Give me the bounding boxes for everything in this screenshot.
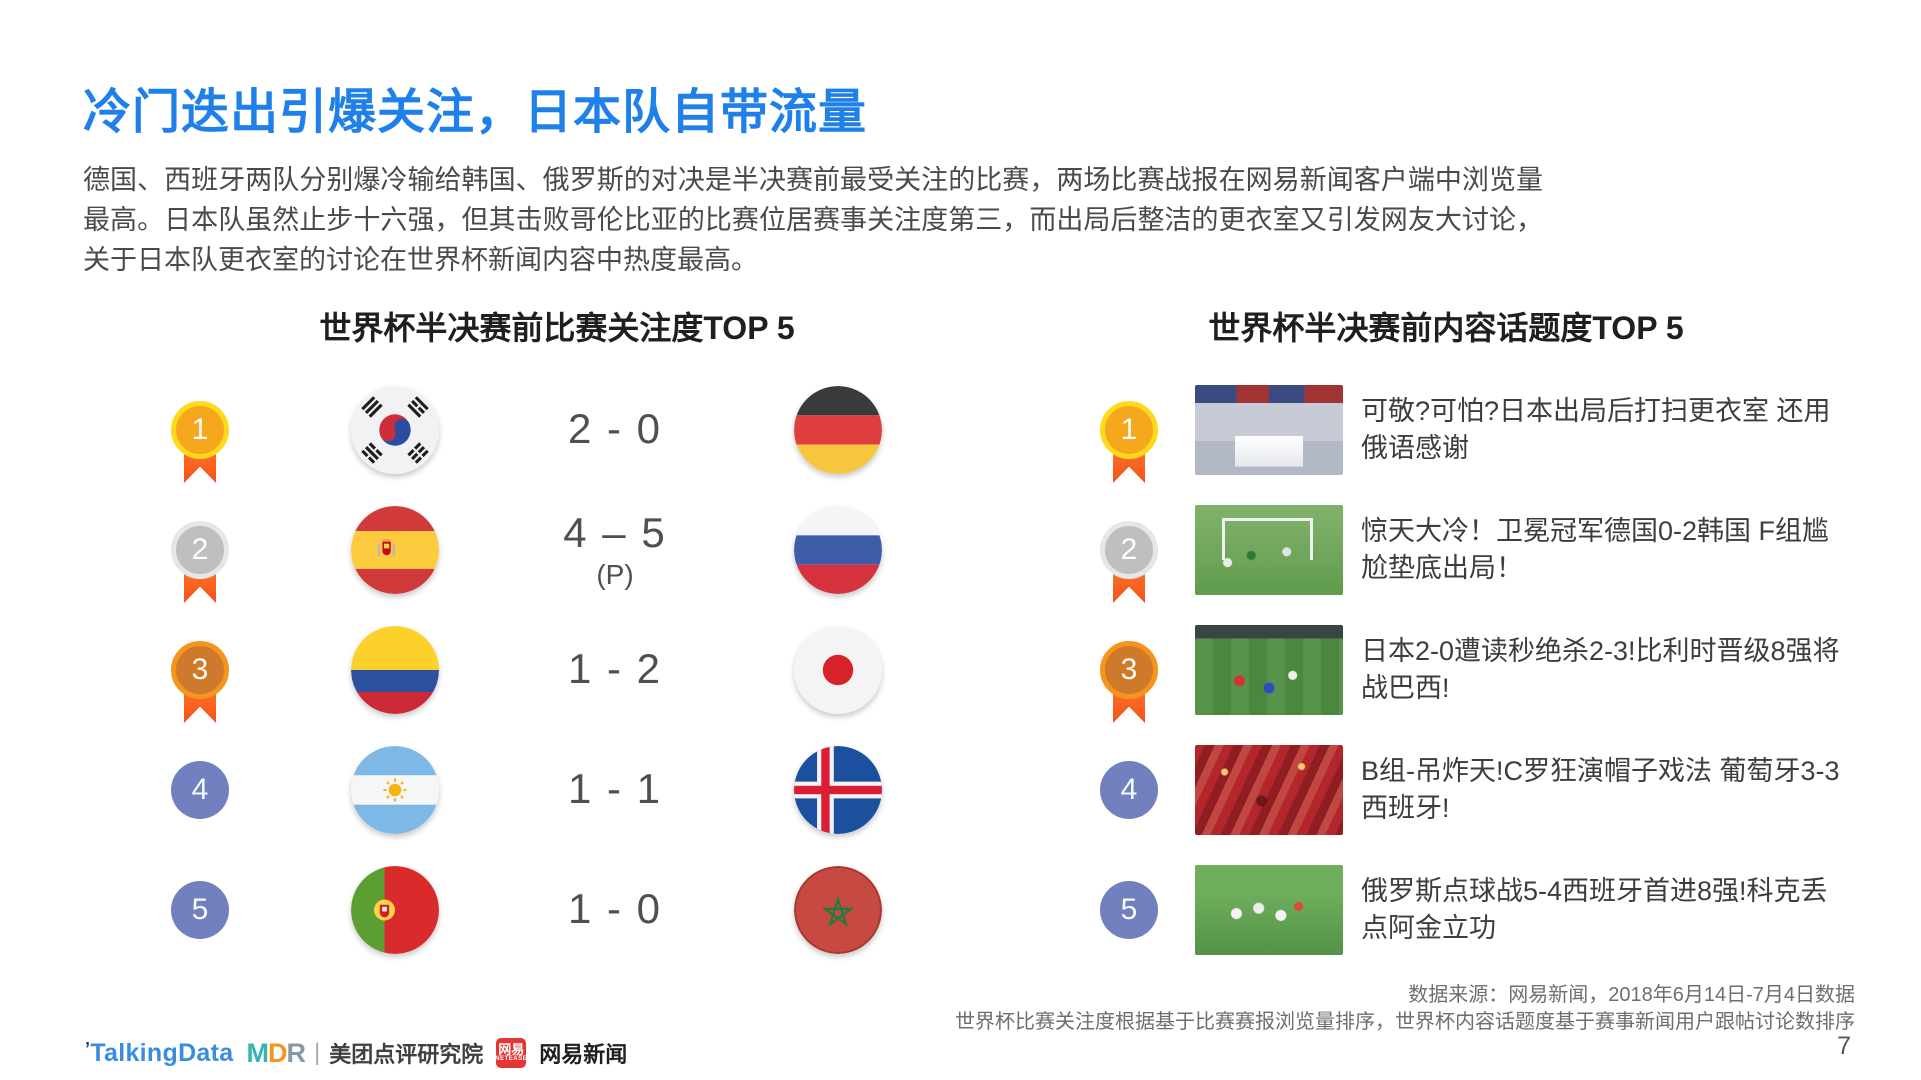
page-title: 冷门迭出引爆关注，日本队自带流量 xyxy=(83,86,868,139)
rank-4-badge-icon: 4 xyxy=(171,761,229,819)
rank-number: 1 xyxy=(171,401,229,459)
morocco-flag-icon xyxy=(794,866,882,954)
data-source-line1: 数据来源：网易新闻，2018年6月14日-7月4日数据 xyxy=(1408,984,1855,1006)
rank-number: 5 xyxy=(1100,881,1158,939)
topic-ranking-heading: 世界杯半决赛前内容话题度TOP 5 xyxy=(1208,310,1684,346)
players-on-pitch-thumbnail xyxy=(1195,625,1343,715)
goalmouth-thumbnail xyxy=(1195,505,1343,595)
rank-number: 5 xyxy=(171,881,229,939)
rank-3-medal-icon: 3 xyxy=(1100,641,1158,723)
match-score: 1 - 1 xyxy=(515,730,715,850)
mdr-letter-m: M xyxy=(246,1037,268,1068)
netease-news-label: 网易新闻 xyxy=(539,1042,628,1067)
news-headline: 惊天大冷！卫冕冠军德国0-2韩国 F组尴尬垫底出局！ xyxy=(1361,516,1830,583)
mdr-logo: MDR xyxy=(246,1038,305,1069)
mdr-letter-r: R xyxy=(286,1037,305,1068)
mdr-letter-d: D xyxy=(267,1037,287,1068)
colombia-flag-icon xyxy=(351,626,439,714)
topic-row: 4 B组-吊炸天!C罗狂演帽子戏法 葡萄牙3-3西班牙! xyxy=(1080,730,1880,850)
meituan-dianping-institute-label: 美团点评研究院 xyxy=(329,1042,484,1067)
germany-flag-icon xyxy=(794,386,882,474)
rank-number: 3 xyxy=(1100,641,1158,699)
rank-1-medal-icon: 1 xyxy=(1100,401,1158,483)
match-score: 2 - 0 xyxy=(515,370,715,490)
match-row: 5 1 - 0 xyxy=(140,850,940,970)
score-text: 1 - 2 xyxy=(567,645,663,692)
rank-number: 1 xyxy=(1100,401,1158,459)
match-row: 2 4 – 5 (P) xyxy=(140,490,940,610)
news-headline: 日本2-0遭读秒绝杀2-3!比利时晋级8强将战巴西! xyxy=(1361,636,1840,703)
team-celebration-thumbnail xyxy=(1195,865,1343,955)
score-text: 1 - 0 xyxy=(567,885,663,932)
match-row: 1 2 - 0 xyxy=(140,370,940,490)
rank-number: 3 xyxy=(171,641,229,699)
penalty-note: (P) xyxy=(596,559,634,590)
netease-logo-icon: 网易 NETEASE xyxy=(495,1038,528,1068)
spain-flag-icon xyxy=(351,506,439,594)
rank-2-medal-icon: 2 xyxy=(171,521,229,603)
rank-5-badge-icon: 5 xyxy=(1100,881,1158,939)
data-source-note: 数据来源：网易新闻，2018年6月14日-7月4日数据 世界杯比赛关注度根据基于… xyxy=(955,982,1855,1036)
page-number: 7 xyxy=(1837,1032,1851,1060)
score-text: 2 - 0 xyxy=(567,405,663,452)
rank-number: 2 xyxy=(1100,521,1158,579)
news-headline: 可敬?可怕?日本出局后打扫更衣室 还用俄语感谢 xyxy=(1361,396,1831,463)
match-score: 4 – 5 (P) xyxy=(515,490,715,610)
news-headline: B组-吊炸天!C罗狂演帽子戏法 葡萄牙3-3西班牙! xyxy=(1361,756,1840,823)
topic-row: 5 俄罗斯点球战5-4西班牙首进8强!科克丢点阿金立功 xyxy=(1080,850,1880,970)
match-score: 1 - 0 xyxy=(515,850,715,970)
news-headline: 俄罗斯点球战5-4西班牙首进8强!科克丢点阿金立功 xyxy=(1361,876,1828,943)
netease-badge-en: NETEASE xyxy=(495,1056,528,1062)
match-ranking-heading: 世界杯半决赛前比赛关注度TOP 5 xyxy=(319,310,795,346)
rank-4-badge-icon: 4 xyxy=(1100,761,1158,819)
south-korea-flag-icon xyxy=(351,386,439,474)
rank-number: 4 xyxy=(171,761,229,819)
netease-badge-cn: 网易 xyxy=(498,1042,525,1057)
rank-number: 2 xyxy=(171,521,229,579)
iceland-flag-icon xyxy=(794,746,882,834)
topic-row: 3 日本2-0遭读秒绝杀2-3!比利时晋级8强将战巴西! xyxy=(1080,610,1880,730)
japan-flag-icon xyxy=(794,626,882,714)
rank-3-medal-icon: 3 xyxy=(171,641,229,723)
score-text: 4 – 5 xyxy=(563,509,667,556)
summary-paragraph: 德国、西班牙两队分别爆冷输给韩国、俄罗斯的对决是半决赛前最受关注的比赛，两场比赛… xyxy=(83,165,1543,275)
rank-1-medal-icon: 1 xyxy=(171,401,229,483)
talkingdata-tick-icon: ’ xyxy=(85,1038,91,1059)
data-source-line2: 世界杯比赛关注度根据基于比赛赛报浏览量排序，世界杯内容话题度基于赛事新闻用户跟帖… xyxy=(955,1011,1855,1033)
score-text: 1 - 1 xyxy=(567,765,663,812)
rank-2-medal-icon: 2 xyxy=(1100,521,1158,603)
topic-row: 2 惊天大冷！卫冕冠军德国0-2韩国 F组尴尬垫底出局！ xyxy=(1080,490,1880,610)
match-row: 4 1 - 1 xyxy=(140,730,940,850)
match-score: 1 - 2 xyxy=(515,610,715,730)
talkingdata-logo: ’TalkingData xyxy=(85,1039,233,1068)
argentina-flag-icon xyxy=(351,746,439,834)
footer-logos: ’TalkingData MDR | 美团点评研究院 网易 NETEASE 网易新… xyxy=(85,1036,627,1070)
portugal-flag-icon xyxy=(351,866,439,954)
talkingdata-wordmark: TalkingData xyxy=(90,1038,234,1067)
russia-flag-icon xyxy=(794,506,882,594)
locker-room-thumbnail xyxy=(1195,385,1343,475)
fans-crowd-thumbnail xyxy=(1195,745,1343,835)
rank-5-badge-icon: 5 xyxy=(171,881,229,939)
match-row: 3 1 - 2 xyxy=(140,610,940,730)
rank-number: 4 xyxy=(1100,761,1158,819)
topic-row: 1 可敬?可怕?日本出局后打扫更衣室 还用俄语感谢 xyxy=(1080,370,1880,490)
logo-divider: | xyxy=(313,1039,321,1066)
